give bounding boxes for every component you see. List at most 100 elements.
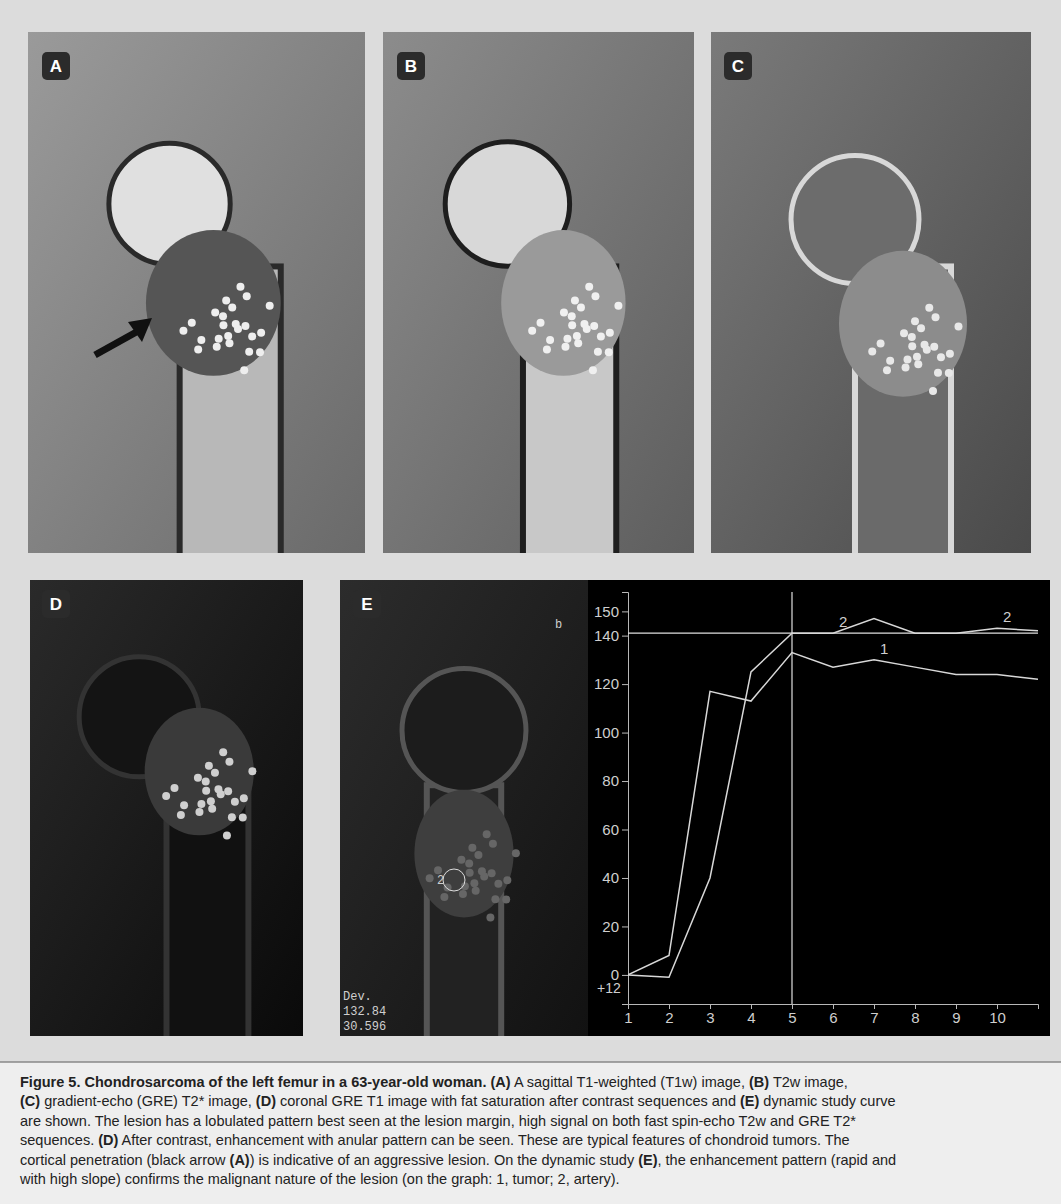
lesion-lobule	[248, 767, 256, 775]
lesion	[501, 230, 625, 376]
lesion-lobule	[478, 867, 486, 875]
lesion-lobule	[194, 774, 202, 782]
lesion-lobule	[202, 778, 210, 786]
lesion-lobule	[494, 880, 502, 888]
y-tick: 150	[594, 603, 628, 620]
lesion-lobule	[228, 303, 236, 311]
panel-label-text: B	[405, 57, 417, 76]
lesion-lobule	[188, 319, 196, 327]
lesion-lobule	[568, 321, 576, 329]
lesion-lobule	[913, 353, 921, 361]
lesion-lobule	[491, 895, 499, 903]
y-tick-label: 80	[602, 772, 619, 789]
lesion-lobule	[472, 887, 480, 895]
caption-run: (B)	[749, 1074, 769, 1090]
y-tick-mark	[622, 878, 628, 879]
caption-run: , the enhancement pattern (rapid and	[658, 1152, 897, 1168]
y-axis: 020406080100120140150	[594, 593, 629, 1005]
lesion-lobule	[225, 339, 233, 347]
lesion-lobule	[937, 353, 945, 361]
lesion-lobule	[468, 844, 476, 852]
caption-run: After contrast, enhancement with anular …	[118, 1132, 849, 1148]
lesion-lobule	[886, 357, 894, 365]
panel-label-box	[42, 590, 70, 618]
y-tick-mark	[622, 975, 628, 976]
caption-run: with high slope) confirms the malignant …	[19, 1171, 620, 1187]
lesion-lobule	[474, 851, 482, 859]
lesion-lobule	[197, 336, 205, 344]
y-tick-mark	[622, 926, 628, 927]
x-tick: 8	[911, 1004, 919, 1026]
lesion-lobule	[434, 866, 442, 874]
lesion-lobule	[266, 302, 274, 310]
lesion-lobule	[900, 329, 908, 337]
lesion-lobule	[563, 335, 571, 343]
series-label: 1	[880, 640, 888, 657]
lesion-lobule	[241, 322, 249, 330]
annotation: +12	[597, 980, 621, 996]
lesion-lobule	[589, 366, 597, 374]
panel-label-text: A	[50, 57, 62, 76]
y-tick-label: 40	[602, 869, 619, 886]
y-tick-mark	[622, 781, 628, 782]
caption-run: coronal GRE T1 image with fat saturation…	[276, 1093, 740, 1109]
y-tick: 60	[602, 821, 628, 838]
lesion-lobule	[245, 348, 253, 356]
y-tick: 100	[594, 724, 628, 741]
panel-label-text: C	[732, 57, 744, 76]
y-tick-mark	[622, 636, 628, 637]
lesion-lobule	[546, 336, 554, 344]
lesion-lobule	[917, 324, 925, 332]
lesion-lobule	[219, 321, 227, 329]
overlay-text: 30.596	[343, 1020, 386, 1034]
y-tick: 120	[594, 675, 628, 692]
caption-line: with high slope) confirms the malignant …	[19, 1171, 620, 1187]
x-tick: 1	[624, 1004, 632, 1026]
lesion-lobule	[466, 869, 474, 877]
lesion-lobule	[902, 363, 910, 371]
image-panel	[383, 32, 694, 579]
lesion-lobule	[921, 341, 929, 349]
lesion-lobule	[606, 329, 614, 337]
lesion-lobule	[605, 348, 613, 356]
lesion-lobule	[486, 914, 494, 922]
panel-label: A	[42, 52, 70, 80]
overlay-text: Dev.	[343, 990, 372, 1004]
panel-label: E	[353, 590, 381, 618]
overlay-text: b	[555, 618, 562, 632]
lesion-lobule	[580, 320, 588, 328]
lesion-lobule	[459, 890, 467, 898]
x-tick-label: 6	[829, 1009, 837, 1026]
lesion-lobule	[194, 346, 202, 354]
image-panel	[340, 580, 588, 1059]
lesion-lobule	[503, 876, 511, 884]
lesion-lobule	[946, 350, 954, 358]
x-tick: 10	[989, 1004, 1006, 1026]
y-axis-line	[622, 593, 629, 1005]
panel-label: C	[724, 52, 752, 80]
x-tick-label: 5	[788, 1009, 796, 1026]
lesion-lobule	[573, 332, 581, 340]
lesion-lobule	[426, 874, 434, 882]
caption-run: gradient-echo (GRE) T2* image,	[40, 1093, 256, 1109]
lesion-lobule	[560, 308, 568, 316]
caption-run: A sagittal T1-weighted (T1w) image,	[511, 1074, 749, 1090]
y-tick-mark	[622, 733, 628, 734]
caption-run: (A)	[230, 1152, 250, 1168]
y-tick-label: 120	[594, 675, 619, 692]
lesion-lobule	[180, 801, 188, 809]
lesion-lobule	[929, 387, 937, 395]
lesion-lobule	[528, 327, 536, 335]
y-tick-mark	[622, 611, 628, 612]
caption-run: (D)	[256, 1093, 276, 1109]
caption-run: cortical penetration (black arrow	[20, 1152, 230, 1168]
lesion	[839, 251, 967, 397]
x-tick: 6	[829, 1004, 837, 1026]
caption-run: sequences.	[20, 1132, 98, 1148]
lesion-lobule	[577, 303, 585, 311]
panel-label: D	[42, 590, 70, 618]
caption-line: Figure 5. Chondrosarcoma of the left fem…	[20, 1074, 848, 1090]
caption-line: cortical penetration (black arrow (A)) i…	[20, 1152, 896, 1168]
lesion-lobule	[930, 343, 938, 351]
x-tick: 9	[952, 1004, 960, 1026]
